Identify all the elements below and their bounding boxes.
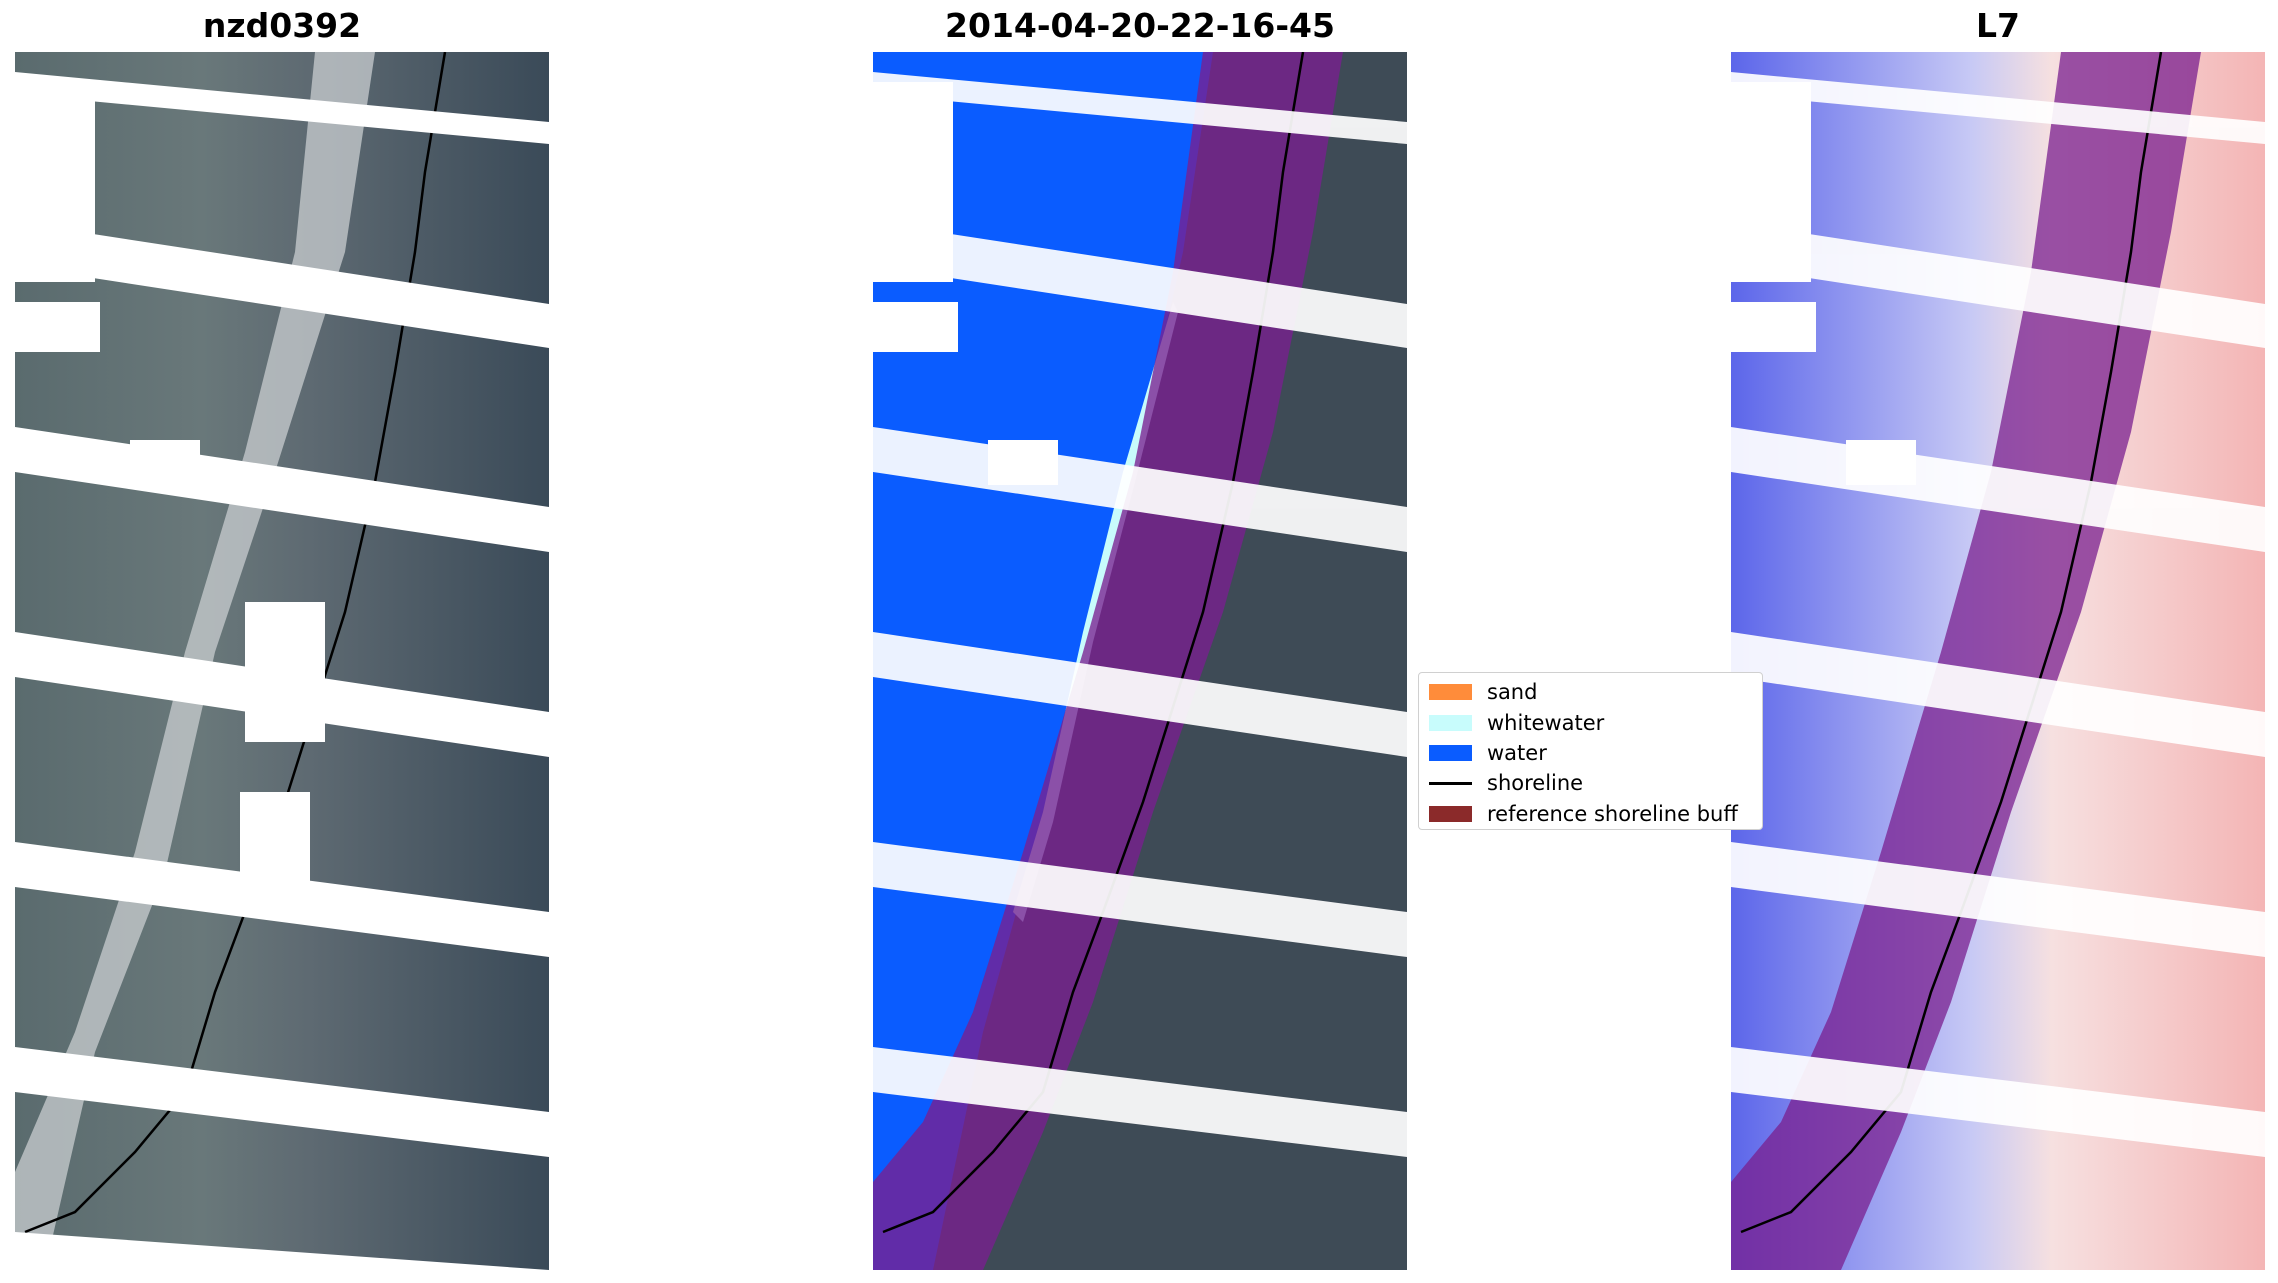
cloud-masks — [873, 82, 1058, 485]
legend-label: water — [1487, 740, 1547, 765]
water-swatch — [1429, 744, 1472, 761]
legend-item-water: water — [1419, 738, 1762, 768]
legend: sand whitewater water shoreline referenc… — [1418, 672, 1763, 830]
cloud-masks — [15, 82, 325, 882]
whitewater-swatch — [1429, 714, 1472, 731]
panel-title-classified: 2014-04-20-22-16-45 — [945, 6, 1335, 45]
scan-gaps — [15, 72, 549, 1270]
shoreline-line — [1740, 52, 2163, 1234]
shoreline-swatch — [1429, 781, 1472, 785]
reference-shoreline-buffer — [873, 52, 1343, 1270]
legend-label: whitewater — [1487, 710, 1605, 735]
classified-image-panel — [873, 52, 1407, 1270]
sand-swatch — [1429, 684, 1472, 701]
shoreline-line — [882, 52, 1305, 1234]
legend-label: shoreline — [1487, 771, 1584, 796]
legend-item-whitewater: whitewater — [1419, 707, 1762, 737]
scan-gaps — [1731, 72, 2265, 1157]
legend-item-sand: sand — [1419, 677, 1762, 707]
legend-label: sand — [1487, 680, 1538, 705]
buffer-swatch — [1429, 805, 1472, 822]
legend-label: reference shoreline buff — [1487, 801, 1738, 826]
panel-title-index: L7 — [1976, 6, 2020, 45]
legend-item-shoreline: shoreline — [1419, 768, 1762, 798]
rgb-image-panel — [15, 52, 549, 1270]
legend-item-buffer: reference shoreline buff — [1419, 799, 1762, 829]
cloud-masks — [1731, 82, 1916, 485]
reference-shoreline-buffer — [1731, 52, 2201, 1270]
index-image-panel — [1731, 52, 2265, 1270]
panel-title-rgb: nzd0392 — [202, 6, 362, 45]
